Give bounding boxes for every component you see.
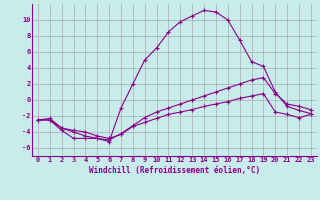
X-axis label: Windchill (Refroidissement éolien,°C): Windchill (Refroidissement éolien,°C) [89, 166, 260, 175]
